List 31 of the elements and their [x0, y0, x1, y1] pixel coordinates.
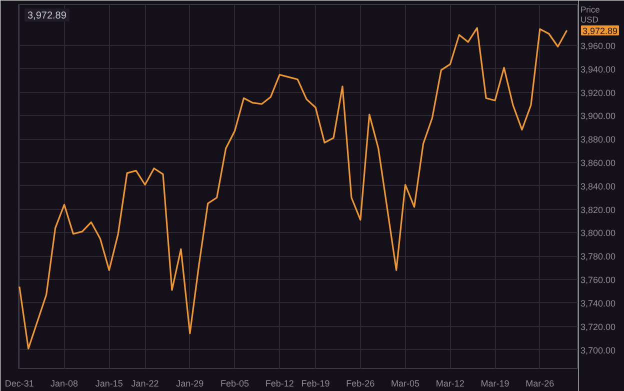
y-tick-label: 3,700.00	[580, 345, 616, 356]
x-tick-label: Jan-29	[176, 378, 204, 388]
x-tick-label: Mar-05	[391, 378, 420, 388]
annotation: 3,972.89	[28, 10, 67, 22]
y-axis-title: Price USD	[580, 4, 600, 24]
x-tick-label: Jan-08	[50, 378, 78, 388]
x-tick-label: Dec-31	[4, 378, 34, 388]
y-tick-label: 3,840.00	[580, 181, 616, 192]
y-tick-label: 3,960.00	[580, 40, 616, 51]
x-tick-label: Feb-19	[301, 378, 330, 388]
x-tick-label: Feb-12	[265, 378, 294, 388]
x-tick-label: Mar-12	[436, 378, 464, 388]
x-tick-label: Mar-26	[526, 378, 554, 388]
y-tick-label: 3,900.00	[580, 111, 616, 122]
x-tick-label: Jan-22	[131, 378, 159, 388]
x-tick-label: Feb-05	[220, 378, 250, 388]
y-tick-label: 3,940.00	[580, 64, 616, 74]
y-tick-label: 3,760.00	[580, 275, 616, 286]
y-tick-label: 3,880.00	[580, 134, 616, 145]
x-tick-label: Feb-26	[346, 378, 375, 388]
x-tick-label: Jan-15	[95, 378, 123, 388]
y-tick-label: 3,860.00	[580, 158, 616, 168]
y-tick-label: 3,800.00	[580, 228, 616, 238]
y-tick-label: 3,720.00	[580, 322, 616, 332]
line-series	[18, 27, 568, 350]
y-tick-label: 3,780.00	[580, 252, 616, 262]
y-tick-label: 3,920.00	[580, 88, 616, 98]
y-tick-label: 3,740.00	[580, 298, 616, 308]
y-tick-label: 3,820.00	[580, 204, 616, 215]
x-tick-label: Mar-19	[480, 378, 510, 388]
text: 3,972.89	[582, 26, 618, 36]
